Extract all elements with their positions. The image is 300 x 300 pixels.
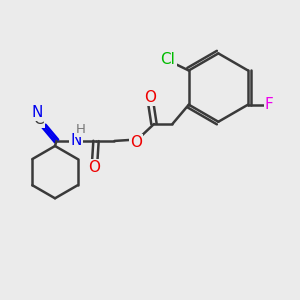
Text: Cl: Cl	[160, 52, 175, 67]
Text: C: C	[33, 112, 44, 127]
Text: N: N	[32, 105, 43, 120]
Text: F: F	[265, 97, 274, 112]
Text: O: O	[144, 90, 156, 105]
Text: H: H	[75, 123, 85, 136]
Text: O: O	[88, 160, 101, 175]
Text: N: N	[70, 134, 82, 148]
Text: O: O	[130, 135, 142, 150]
